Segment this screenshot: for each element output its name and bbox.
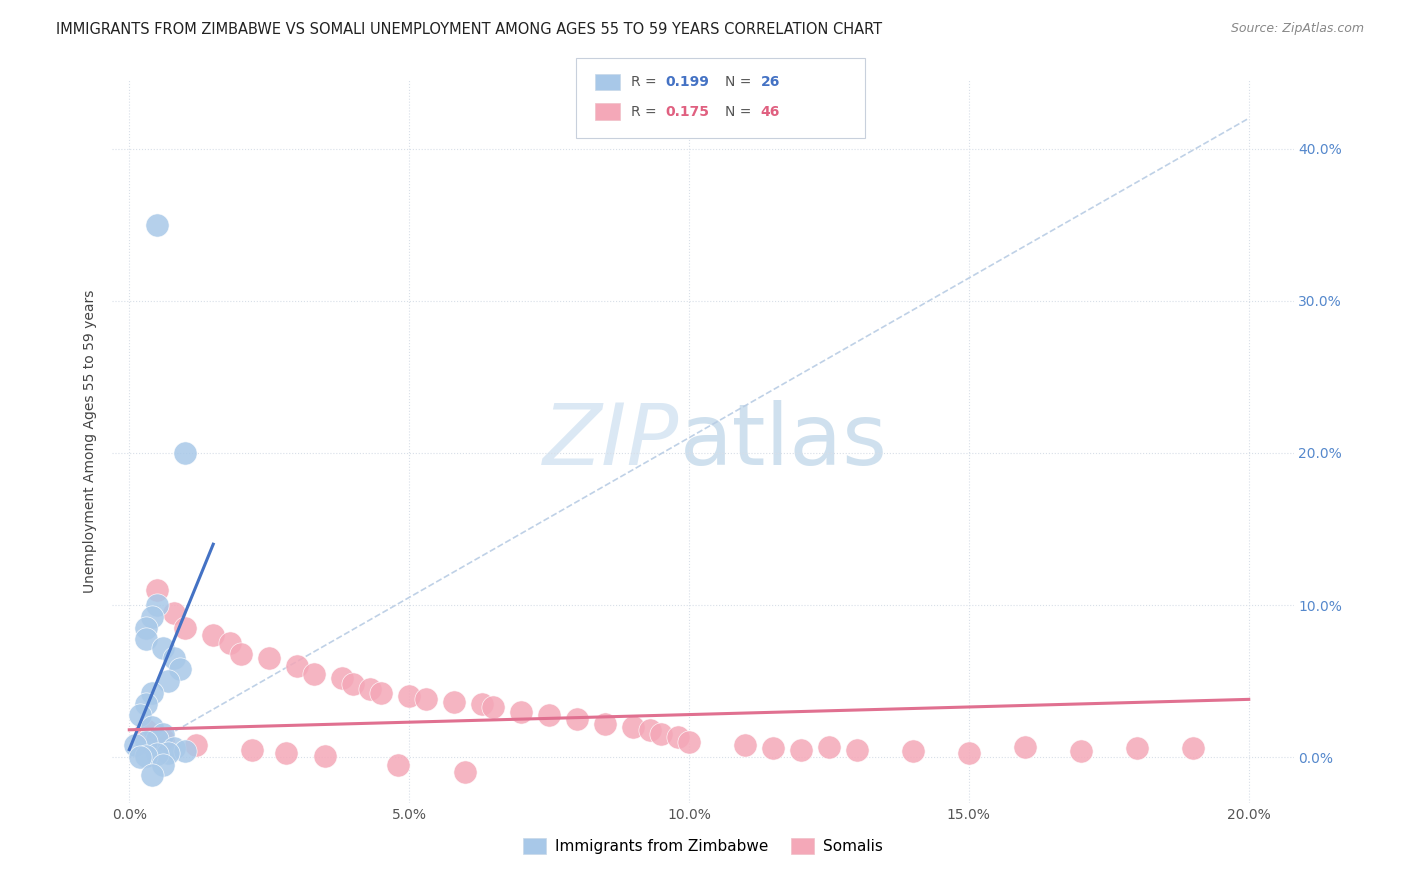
Point [129, 750, 152, 764]
Point [471, 697, 494, 711]
Point [186, 738, 208, 752]
Text: N =: N = [725, 104, 756, 119]
Point [129, 707, 152, 722]
Point [1181, 741, 1204, 756]
Y-axis label: Unemployment Among Ages 55 to 59 years: Unemployment Among Ages 55 to 59 years [83, 290, 97, 593]
Point [443, 695, 465, 709]
Text: IMMIGRANTS FROM ZIMBABWE VS SOMALI UNEMPLOYMENT AMONG AGES 55 TO 59 YEARS CORREL: IMMIGRANTS FROM ZIMBABWE VS SOMALI UNEMP… [56, 22, 883, 37]
Point [135, 748, 157, 763]
Point [678, 735, 700, 749]
Point [163, 606, 186, 620]
Text: 26: 26 [761, 75, 780, 89]
Legend: Immigrants from Zimbabwe, Somalis: Immigrants from Zimbabwe, Somalis [517, 832, 889, 860]
Point [398, 690, 420, 704]
Point [638, 723, 661, 737]
Point [565, 712, 588, 726]
Point [202, 628, 225, 642]
Point [330, 671, 353, 685]
Text: atlas: atlas [679, 400, 887, 483]
Text: 0.199: 0.199 [665, 75, 709, 89]
Text: 0.175: 0.175 [665, 104, 709, 119]
Point [1014, 739, 1036, 754]
Point [141, 686, 163, 700]
Point [510, 705, 533, 719]
Point [135, 621, 157, 635]
Point [152, 640, 174, 655]
Point [762, 741, 785, 756]
Text: 46: 46 [761, 104, 780, 119]
Point [163, 741, 186, 756]
Point [152, 757, 174, 772]
Point [152, 731, 174, 746]
Point [231, 647, 253, 661]
Point [135, 632, 157, 646]
Point [242, 742, 264, 756]
Point [174, 744, 197, 758]
Text: ZIP: ZIP [543, 400, 679, 483]
Point [957, 746, 980, 760]
Point [650, 727, 672, 741]
Point [454, 765, 477, 780]
Point [163, 651, 186, 665]
Point [666, 731, 689, 745]
Point [415, 692, 437, 706]
Point [135, 697, 157, 711]
Text: R =: R = [631, 104, 661, 119]
Point [1070, 744, 1092, 758]
Point [274, 746, 297, 760]
Point [174, 621, 197, 635]
Point [146, 747, 169, 761]
Point [314, 748, 336, 763]
Point [370, 686, 392, 700]
Point [141, 768, 163, 782]
Point [157, 746, 180, 760]
Point [734, 738, 756, 752]
Point [219, 636, 242, 650]
Point [135, 723, 157, 737]
Point [146, 582, 169, 597]
Point [538, 707, 561, 722]
Point [387, 757, 409, 772]
Point [146, 218, 169, 232]
Point [845, 742, 868, 756]
Point [152, 727, 174, 741]
Point [342, 677, 364, 691]
Point [157, 674, 180, 689]
Point [302, 666, 325, 681]
Point [1126, 741, 1149, 756]
Point [901, 744, 924, 758]
Point [174, 446, 197, 460]
Point [593, 716, 616, 731]
Text: R =: R = [631, 75, 661, 89]
Point [790, 742, 813, 756]
Point [257, 651, 280, 665]
Point [146, 731, 169, 746]
Text: N =: N = [725, 75, 756, 89]
Point [359, 681, 381, 696]
Point [169, 662, 191, 676]
Point [621, 720, 644, 734]
Point [141, 610, 163, 624]
Point [124, 738, 146, 752]
Point [285, 659, 308, 673]
Point [146, 598, 169, 612]
Point [135, 735, 157, 749]
Point [482, 700, 505, 714]
Point [818, 739, 841, 754]
Text: Source: ZipAtlas.com: Source: ZipAtlas.com [1230, 22, 1364, 36]
Point [141, 720, 163, 734]
